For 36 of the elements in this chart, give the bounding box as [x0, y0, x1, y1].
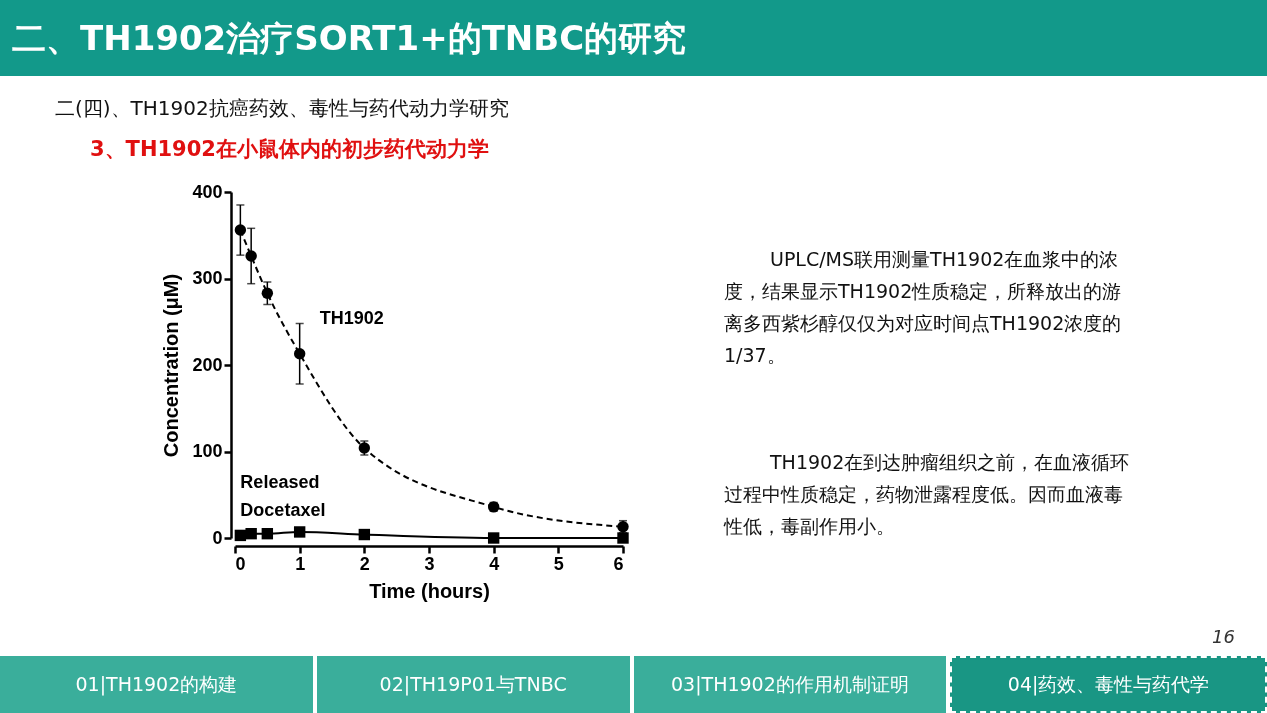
y-tick-label: 200: [192, 354, 223, 375]
text: 16: [1212, 626, 1235, 647]
x-tick-label: 6: [613, 553, 624, 574]
y-tick-label: 300: [192, 268, 223, 288]
chart-title: 二、TH1902治疗SORT1+的TNBC的研究: [0, 0, 1267, 76]
chart-subtitle: 二(四)、TH1902抗癌药效、毒性与药代动力学研究: [55, 95, 509, 122]
point: [245, 527, 257, 540]
point: [245, 250, 257, 262]
point: [261, 527, 274, 540]
y-tick-label: 0: [212, 527, 223, 548]
text: 03|TH1902的作用机制证明: [633, 656, 947, 713]
series-label: Released Docetaxel: [240, 472, 326, 521]
point: [358, 528, 371, 541]
series-label: TH1902: [319, 307, 384, 328]
x-tick-label: 0: [235, 553, 246, 574]
x-tick-label: 4: [489, 553, 500, 574]
point: [617, 532, 629, 544]
point: [293, 526, 306, 538]
point: [487, 532, 500, 544]
text: 3、TH1902在小鼠体内的初步药代动力学: [90, 136, 489, 163]
point: [261, 287, 274, 299]
x-tick-label: 1: [295, 553, 306, 574]
text: TH1902在到达肿瘤组织之前，在血液循环过程中性质稳定，药物泄露程度低。因而血液毒性低，毒副作用小。: [724, 450, 1131, 539]
y-tick-label: 400: [192, 181, 223, 202]
point: [293, 348, 306, 360]
y-axis-title: Concentration (μM): [160, 273, 183, 458]
y-tick-label: 100: [192, 441, 223, 461]
text: 04|药效、毒性与药代学: [950, 656, 1267, 713]
text: UPLC/MS联用测量TH1902在血浆中的浓度，结果显示TH1902性质稳定，所释放出的游离多西紫杉醇仅仅为对应时间点TH1902浓度的1/37。: [724, 247, 1123, 368]
x-tick-label: 3: [424, 553, 435, 574]
x-axis-title: Time (hours): [369, 579, 490, 602]
point: [234, 224, 247, 236]
text: 01|TH1902的构建: [0, 656, 313, 713]
text: 02|TH19P01与TNBC: [316, 656, 630, 713]
x-tick-label: 2: [359, 553, 370, 574]
x-tick-label: 5: [553, 553, 564, 574]
